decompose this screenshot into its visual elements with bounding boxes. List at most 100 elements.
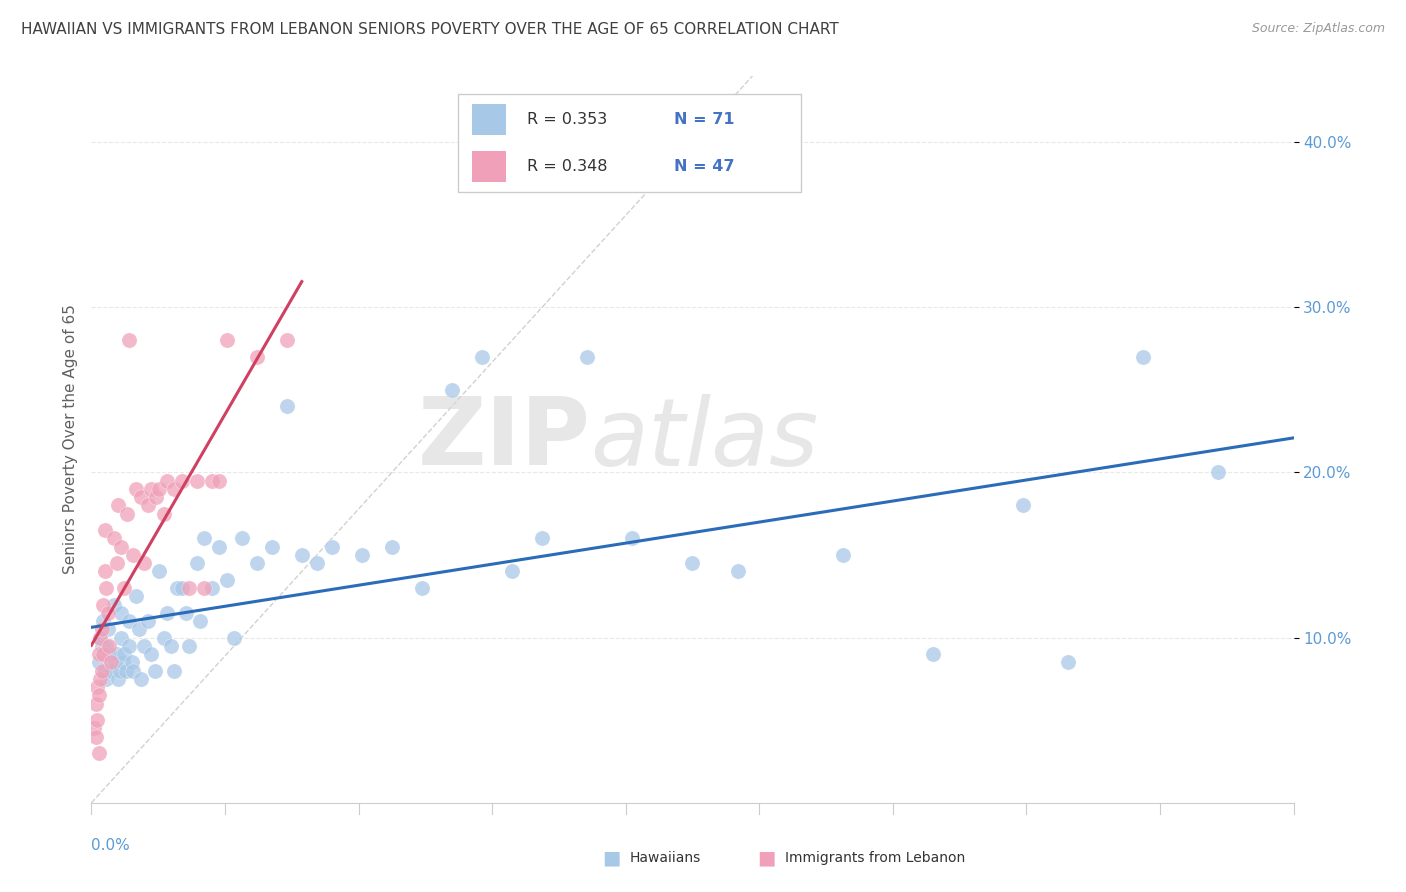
Hawaiians xyxy=(110,606,132,620)
Hawaiians xyxy=(152,631,174,645)
Hawaiians xyxy=(118,614,141,628)
Immigrants from Lebanon xyxy=(90,623,112,637)
Hawaiians xyxy=(90,639,112,653)
Hawaiians xyxy=(138,614,160,628)
Hawaiians xyxy=(160,639,183,653)
Hawaiians xyxy=(105,647,128,661)
Hawaiians xyxy=(922,647,945,661)
Hawaiians xyxy=(110,631,132,645)
Hawaiians xyxy=(831,548,853,562)
Hawaiians xyxy=(177,639,200,653)
Immigrants from Lebanon xyxy=(148,482,170,496)
Hawaiians xyxy=(118,639,141,653)
Immigrants from Lebanon xyxy=(246,350,269,364)
Hawaiians xyxy=(260,540,283,554)
Immigrants from Lebanon xyxy=(97,606,120,620)
Hawaiians xyxy=(224,631,246,645)
Hawaiians xyxy=(143,664,166,678)
Immigrants from Lebanon xyxy=(132,556,155,570)
Text: ■: ■ xyxy=(602,848,621,868)
Hawaiians xyxy=(174,606,197,620)
Hawaiians xyxy=(96,672,118,686)
Hawaiians xyxy=(166,581,188,595)
Immigrants from Lebanon xyxy=(93,598,115,612)
Immigrants from Lebanon xyxy=(110,540,132,554)
Hawaiians xyxy=(188,614,211,628)
Y-axis label: Seniors Poverty Over the Age of 65: Seniors Poverty Over the Age of 65 xyxy=(62,304,77,574)
Hawaiians xyxy=(115,664,138,678)
Hawaiians xyxy=(727,565,749,579)
Hawaiians xyxy=(132,639,155,653)
Hawaiians xyxy=(89,631,111,645)
Hawaiians xyxy=(208,540,231,554)
Hawaiians xyxy=(440,383,463,397)
Hawaiians xyxy=(108,664,131,678)
Immigrants from Lebanon xyxy=(96,581,118,595)
Hawaiians xyxy=(122,664,145,678)
Hawaiians xyxy=(170,581,193,595)
Hawaiians xyxy=(128,623,150,637)
Immigrants from Lebanon xyxy=(114,581,136,595)
Immigrants from Lebanon xyxy=(94,523,117,537)
Hawaiians xyxy=(155,606,177,620)
Immigrants from Lebanon xyxy=(170,474,193,488)
Immigrants from Lebanon xyxy=(215,333,238,347)
Immigrants from Lebanon xyxy=(107,499,129,513)
Hawaiians xyxy=(129,672,152,686)
Hawaiians xyxy=(104,656,127,670)
Hawaiians xyxy=(381,540,404,554)
Hawaiians xyxy=(97,623,120,637)
Immigrants from Lebanon xyxy=(87,746,110,760)
Immigrants from Lebanon xyxy=(177,581,200,595)
Hawaiians xyxy=(111,656,134,670)
Text: 0.0%: 0.0% xyxy=(91,838,131,853)
Text: HAWAIIAN VS IMMIGRANTS FROM LEBANON SENIORS POVERTY OVER THE AGE OF 65 CORRELATI: HAWAIIAN VS IMMIGRANTS FROM LEBANON SENI… xyxy=(21,22,839,37)
Hawaiians xyxy=(276,399,298,413)
Hawaiians xyxy=(305,556,328,570)
Immigrants from Lebanon xyxy=(84,697,107,711)
Immigrants from Lebanon xyxy=(103,532,125,546)
Hawaiians xyxy=(321,540,343,554)
Hawaiians xyxy=(98,647,121,661)
Immigrants from Lebanon xyxy=(83,722,105,736)
Hawaiians xyxy=(148,565,170,579)
Hawaiians xyxy=(231,532,253,546)
Hawaiians xyxy=(114,647,136,661)
Immigrants from Lebanon xyxy=(152,507,174,521)
Hawaiians xyxy=(291,548,314,562)
Immigrants from Lebanon xyxy=(163,482,186,496)
Hawaiians xyxy=(100,664,122,678)
Hawaiians xyxy=(96,639,118,653)
Hawaiians xyxy=(163,664,186,678)
Immigrants from Lebanon xyxy=(117,507,139,521)
Text: ZIP: ZIP xyxy=(418,393,591,485)
Hawaiians xyxy=(576,350,599,364)
Immigrants from Lebanon xyxy=(105,556,128,570)
Immigrants from Lebanon xyxy=(87,647,110,661)
Hawaiians xyxy=(471,350,494,364)
Hawaiians xyxy=(107,672,129,686)
Text: ■: ■ xyxy=(756,848,776,868)
Hawaiians xyxy=(501,565,523,579)
Immigrants from Lebanon xyxy=(93,647,115,661)
Immigrants from Lebanon xyxy=(122,548,145,562)
Immigrants from Lebanon xyxy=(118,333,141,347)
Text: Source: ZipAtlas.com: Source: ZipAtlas.com xyxy=(1251,22,1385,36)
Immigrants from Lebanon xyxy=(98,639,121,653)
Immigrants from Lebanon xyxy=(145,490,167,504)
Immigrants from Lebanon xyxy=(141,482,163,496)
Hawaiians xyxy=(1208,466,1230,480)
Immigrants from Lebanon xyxy=(186,474,208,488)
Text: Hawaiians: Hawaiians xyxy=(630,851,702,865)
Hawaiians xyxy=(193,532,215,546)
Immigrants from Lebanon xyxy=(138,499,160,513)
Hawaiians xyxy=(87,656,110,670)
Immigrants from Lebanon xyxy=(155,474,177,488)
Hawaiians xyxy=(125,589,148,603)
Hawaiians xyxy=(215,573,238,587)
Immigrants from Lebanon xyxy=(208,474,231,488)
Immigrants from Lebanon xyxy=(84,730,107,744)
Hawaiians xyxy=(531,532,554,546)
Hawaiians xyxy=(186,556,208,570)
Hawaiians xyxy=(246,556,269,570)
